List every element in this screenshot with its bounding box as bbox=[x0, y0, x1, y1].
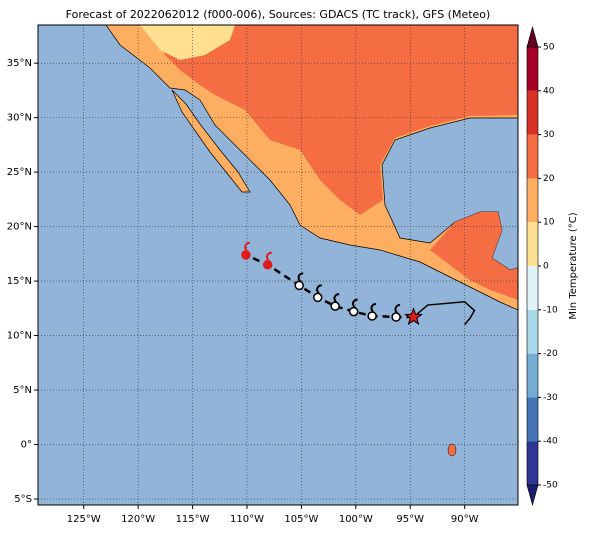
x-tick-label: 125°W bbox=[67, 514, 101, 525]
storm-eye bbox=[367, 311, 377, 321]
x-tick-label: 95°W bbox=[396, 514, 424, 525]
storm-symbol bbox=[330, 293, 340, 311]
colorbar-bin bbox=[527, 441, 538, 485]
colorbar-bin bbox=[527, 178, 538, 223]
storm-symbol bbox=[262, 251, 273, 270]
storm-symbol bbox=[312, 284, 323, 303]
colorbar-tick-label: -40 bbox=[543, 437, 558, 447]
grid bbox=[38, 25, 518, 505]
warm-region-south bbox=[430, 212, 518, 300]
storm-eye bbox=[241, 250, 251, 260]
storm-symbol bbox=[391, 304, 401, 322]
islands bbox=[447, 443, 457, 457]
colorbar-bin bbox=[527, 90, 538, 135]
colorbar-tick-label: 20 bbox=[543, 174, 555, 184]
x-tick-label: 100°W bbox=[339, 514, 373, 525]
storm-tail bbox=[316, 284, 322, 295]
storm-tail bbox=[394, 304, 401, 314]
colorbar-bin bbox=[527, 134, 538, 179]
forecast-track-line bbox=[245, 253, 414, 319]
storm-eye bbox=[330, 301, 340, 311]
colorbar-tick-label: 30 bbox=[543, 130, 555, 140]
tracks bbox=[241, 241, 476, 326]
y-tick-label: 20°N bbox=[7, 222, 32, 233]
cool-region bbox=[140, 25, 235, 60]
storm-tail bbox=[370, 302, 377, 313]
colorbar: -50 -40 -30 -20 -10 0 10 20 30 40 50 bbox=[526, 25, 558, 507]
colorbar-bin bbox=[527, 353, 538, 398]
storm-eye bbox=[294, 280, 304, 291]
colorbar-bin bbox=[527, 266, 538, 310]
y-tick-label: 5°N bbox=[13, 385, 32, 396]
x-tick-label: 115°W bbox=[176, 514, 210, 525]
colorbar-tick-label: 50 bbox=[543, 43, 555, 53]
colorbar-tick-label: -20 bbox=[543, 349, 558, 359]
storm-tail bbox=[297, 272, 304, 283]
storm-tail bbox=[244, 241, 251, 252]
storm-symbol bbox=[241, 241, 251, 260]
map-frame bbox=[37, 24, 519, 506]
colorbar-bin bbox=[527, 309, 538, 354]
colorbar-tick-label: 0 bbox=[543, 262, 549, 272]
y-tick-label: 15°N bbox=[7, 276, 32, 287]
baja-california bbox=[171, 89, 251, 193]
y-tick-label: 0° bbox=[21, 440, 32, 451]
colorbar-tick-label: 10 bbox=[543, 218, 555, 228]
colorbar-label: Min Temperature (°C) bbox=[568, 212, 579, 319]
colorbar-tick-label: 40 bbox=[543, 86, 555, 96]
storm-tail bbox=[352, 298, 358, 309]
storm-eye bbox=[312, 292, 323, 303]
colorbar-tick-label: -10 bbox=[543, 305, 558, 315]
x-tick-label: 110°W bbox=[230, 514, 264, 525]
x-tick-label: 90°W bbox=[451, 514, 479, 525]
colorbar-bin bbox=[527, 47, 538, 91]
colorbar-extend-low bbox=[526, 484, 539, 507]
storm-symbol bbox=[367, 302, 377, 321]
warm-region bbox=[150, 25, 518, 215]
y-tick-label: 35°N bbox=[7, 58, 32, 69]
map-area bbox=[38, 25, 518, 505]
storm-tail bbox=[266, 251, 272, 262]
colorbar-tick-label: -30 bbox=[543, 393, 558, 403]
storm-eye bbox=[348, 306, 359, 317]
x-tick-label: 120°W bbox=[121, 514, 155, 525]
storm-symbol bbox=[348, 298, 359, 317]
x-tick-label: 105°W bbox=[284, 514, 318, 525]
y-tick-label: 25°N bbox=[7, 167, 32, 178]
past-track-line bbox=[413, 301, 476, 326]
storm-tail bbox=[333, 293, 340, 303]
y-tick-label: 10°N bbox=[7, 331, 32, 342]
y-tick-label: 5°S bbox=[14, 494, 32, 505]
colorbar-tick-label: -50 bbox=[543, 481, 558, 491]
y-tick-label: 30°N bbox=[7, 113, 32, 124]
storm-symbol bbox=[294, 272, 304, 291]
current-position bbox=[404, 307, 423, 326]
storm-eye bbox=[262, 259, 273, 270]
colorbar-bin bbox=[527, 397, 538, 442]
colorbar-bin bbox=[527, 222, 538, 266]
colorbar-extend-high bbox=[526, 25, 539, 48]
storm-eye bbox=[391, 312, 401, 322]
chart-title: Forecast of 2022062012 (f000-006), Sourc… bbox=[66, 8, 491, 21]
